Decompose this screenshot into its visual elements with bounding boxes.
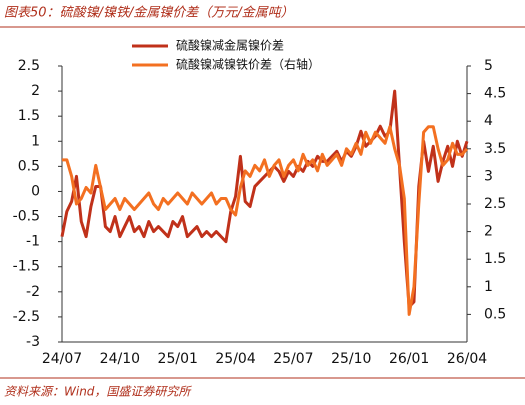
x-tick-label: 25/10: [331, 351, 371, 367]
y-tick-label: -2.5: [13, 309, 40, 325]
y-tick-label: 1.5: [18, 108, 40, 124]
x-tick-label: 25/01: [158, 351, 198, 367]
y2-tick-label: 2.5: [484, 196, 506, 212]
y2-tick-label: 2: [484, 224, 493, 240]
y2-tick-label: 0.5: [484, 306, 506, 322]
series-line: [62, 125, 469, 316]
y-tick-label: 0: [31, 183, 40, 199]
y-tick-label: -3: [26, 334, 40, 350]
y2-tick-label: 5: [484, 58, 493, 74]
legend-label: 硫酸镍减金属镍价差: [176, 38, 284, 53]
x-tick-label: 26/04: [447, 351, 487, 367]
y2-tick-label: 4.5: [484, 86, 506, 102]
y-tick-label: -1.5: [13, 259, 40, 275]
legend-label: 硫酸镍减镍铁价差（右轴）: [176, 57, 320, 72]
y-tick-label: -2: [26, 284, 40, 300]
y-tick-label: -0.5: [13, 209, 40, 225]
x-tick-label: 25/04: [215, 351, 255, 367]
y2-tick-label: 4: [484, 113, 493, 129]
y-tick-label: 2: [31, 83, 40, 99]
y2-tick-label: 3.5: [484, 141, 506, 157]
chart-title: 图表50：硫酸镍/镍铁/金属镍价差（万元/金属吨）: [4, 5, 294, 21]
x-tick-label: 25/07: [273, 351, 313, 367]
y-tick-label: 1: [31, 133, 40, 149]
y2-tick-label: 1.5: [484, 251, 506, 267]
x-tick-label: 24/10: [100, 351, 140, 367]
y-tick-label: 0.5: [18, 158, 40, 174]
y2-tick-label: 3: [484, 168, 493, 184]
x-tick-label: 24/07: [42, 351, 82, 367]
source: 资料来源：Wind，国盛证券研究所: [4, 385, 192, 399]
y2-tick-label: 1: [484, 279, 493, 295]
y-tick-label: 2.5: [18, 58, 40, 74]
y-tick-label: -1: [26, 234, 40, 250]
x-tick-label: 26/01: [389, 351, 429, 367]
